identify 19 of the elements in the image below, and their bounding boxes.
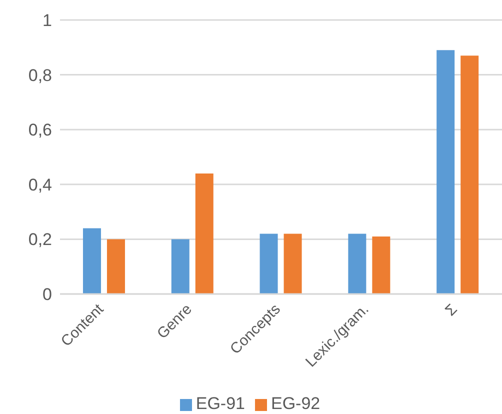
- y-tick-label: 0,4: [28, 175, 52, 194]
- bar: [372, 236, 390, 294]
- legend-label: EG-92: [271, 394, 320, 413]
- y-tick-label: 1: [42, 11, 52, 30]
- y-tick-label: 0: [42, 285, 52, 304]
- bar: [284, 234, 302, 294]
- y-tick-label: 0,6: [28, 120, 52, 140]
- bar: [460, 56, 479, 294]
- bar: [106, 239, 125, 294]
- legend-label: EG-91: [196, 394, 245, 413]
- bar: [436, 50, 455, 294]
- bar: [171, 239, 190, 294]
- x-tick-label: Σ: [442, 300, 461, 320]
- y-tick-label: 0,2: [28, 230, 52, 250]
- y-tick-label: 0,8: [28, 66, 52, 85]
- bar: [82, 228, 101, 294]
- bar: [260, 234, 278, 294]
- bar: [348, 234, 366, 294]
- bar: [195, 173, 214, 294]
